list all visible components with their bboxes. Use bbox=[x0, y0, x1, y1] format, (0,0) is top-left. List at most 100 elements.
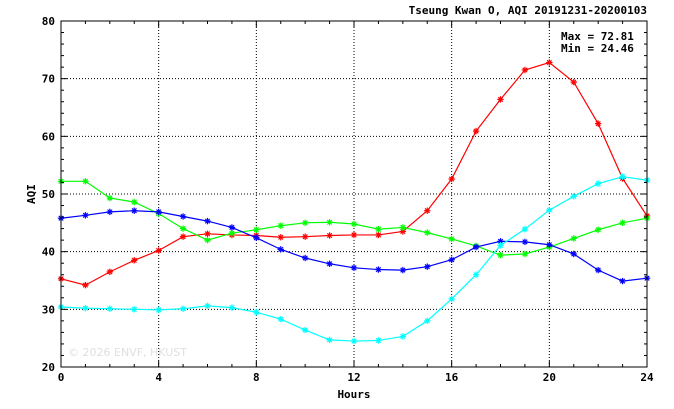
data-point bbox=[619, 173, 626, 180]
data-point bbox=[277, 222, 284, 229]
data-point bbox=[570, 78, 577, 86]
data-point bbox=[155, 306, 162, 314]
x-tick-label: 12 bbox=[347, 371, 360, 384]
data-point bbox=[594, 226, 602, 233]
data-point bbox=[106, 208, 114, 216]
data-point bbox=[570, 235, 577, 242]
data-point bbox=[106, 268, 114, 276]
x-tick-label: 20 bbox=[543, 371, 556, 384]
data-point bbox=[424, 263, 431, 270]
data-point bbox=[326, 260, 333, 267]
x-tick-label: 0 bbox=[58, 371, 65, 384]
chart-title: Tseung Kwan O, AQI 20191231-20200103 bbox=[409, 4, 647, 17]
data-point bbox=[375, 337, 382, 344]
min-stat: Min = 24.46 bbox=[561, 42, 634, 55]
data-point bbox=[448, 295, 455, 303]
data-point bbox=[106, 305, 114, 312]
data-point bbox=[277, 315, 284, 323]
data-point bbox=[131, 198, 138, 206]
data-point bbox=[326, 219, 333, 226]
data-point bbox=[179, 305, 187, 312]
y-tick-label: 50 bbox=[42, 188, 55, 201]
data-point bbox=[131, 257, 138, 264]
data-point bbox=[521, 238, 529, 246]
data-point bbox=[253, 309, 260, 316]
data-point bbox=[301, 233, 309, 240]
data-point bbox=[179, 225, 187, 232]
data-point bbox=[131, 207, 138, 214]
y-tick-label: 70 bbox=[42, 73, 55, 86]
y-tick-label: 20 bbox=[42, 361, 55, 374]
data-point bbox=[82, 304, 89, 312]
data-point bbox=[106, 194, 114, 202]
data-point bbox=[497, 242, 504, 249]
data-point bbox=[204, 230, 211, 237]
x-tick-label: 4 bbox=[155, 371, 162, 384]
data-point bbox=[228, 230, 236, 237]
data-point bbox=[253, 234, 260, 242]
data-point bbox=[424, 207, 431, 214]
data-point bbox=[375, 266, 382, 273]
data-point bbox=[594, 120, 602, 127]
data-point bbox=[472, 243, 480, 251]
data-point bbox=[424, 317, 431, 325]
data-point bbox=[228, 304, 236, 311]
data-point bbox=[253, 226, 260, 233]
data-point bbox=[204, 236, 211, 244]
data-point bbox=[497, 96, 504, 103]
data-point bbox=[448, 256, 455, 263]
data-point bbox=[497, 251, 504, 259]
data-point bbox=[350, 264, 358, 272]
data-point bbox=[179, 233, 187, 240]
data-point bbox=[570, 193, 577, 200]
y-tick-label: 60 bbox=[42, 130, 55, 143]
data-point bbox=[350, 231, 358, 239]
data-point bbox=[326, 336, 333, 344]
data-point bbox=[570, 250, 577, 258]
data-point bbox=[204, 217, 211, 225]
axis-ticks: 0 4 8 12 16 20 24 20 30 40 50 60 70 80 bbox=[42, 15, 654, 384]
data-point bbox=[179, 213, 187, 220]
data-point bbox=[424, 229, 431, 236]
series-3 bbox=[57, 207, 651, 285]
data-point bbox=[155, 247, 162, 254]
x-tick-label: 16 bbox=[445, 371, 459, 384]
data-point bbox=[399, 333, 407, 340]
data-point bbox=[277, 246, 284, 253]
watermark: © 2026 ENVF, HKUST bbox=[68, 346, 187, 359]
data-point bbox=[131, 306, 138, 313]
series-4 bbox=[57, 173, 651, 345]
data-point bbox=[301, 254, 309, 262]
x-tick-label: 8 bbox=[253, 371, 260, 384]
data-point bbox=[155, 208, 162, 216]
data-point bbox=[546, 241, 553, 248]
data-point bbox=[350, 220, 358, 228]
data-point bbox=[594, 180, 602, 187]
data-point bbox=[472, 127, 480, 135]
data-point bbox=[204, 302, 211, 310]
data-point bbox=[594, 266, 602, 274]
data-point bbox=[350, 337, 358, 345]
data-point bbox=[399, 224, 407, 231]
data-point bbox=[546, 59, 553, 66]
data-point bbox=[301, 326, 309, 334]
data-point bbox=[82, 212, 89, 219]
x-tick-label: 24 bbox=[640, 371, 654, 384]
data-point bbox=[82, 281, 89, 289]
data-point bbox=[448, 235, 455, 243]
data-point bbox=[82, 178, 89, 185]
data-point bbox=[375, 225, 382, 233]
y-tick-label: 30 bbox=[42, 303, 55, 316]
data-point bbox=[277, 234, 284, 241]
data-point bbox=[521, 250, 529, 258]
y-tick-label: 40 bbox=[42, 246, 55, 259]
data-point bbox=[619, 277, 626, 285]
data-point bbox=[228, 224, 236, 231]
data-point bbox=[619, 219, 626, 227]
data-point bbox=[448, 175, 455, 183]
series-group bbox=[57, 59, 651, 345]
data-point bbox=[375, 231, 382, 239]
y-tick-label: 80 bbox=[42, 15, 55, 28]
data-point bbox=[546, 206, 553, 214]
